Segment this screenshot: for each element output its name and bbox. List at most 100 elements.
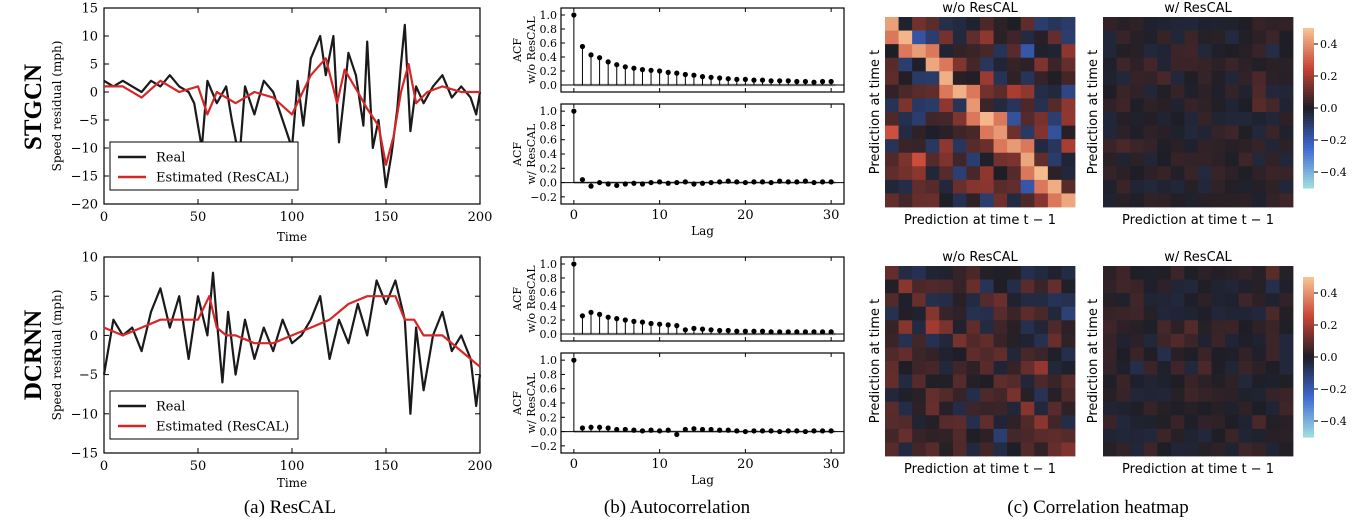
- heatmap-cell: [966, 30, 981, 45]
- acf-point: [828, 179, 834, 185]
- heatmap-cell: [1265, 266, 1280, 280]
- heatmap-cell: [952, 57, 967, 72]
- row-label-dcrnn: DCRNN: [20, 310, 47, 400]
- colorbar-segment: [1303, 124, 1314, 128]
- heatmap-cell: [993, 179, 1008, 194]
- heatmap-cell: [1047, 112, 1062, 126]
- heatmap-cell: [1047, 179, 1062, 194]
- colorbar-segment: [1303, 362, 1314, 366]
- heatmap-cell: [898, 152, 913, 167]
- heatmap-cell: [1198, 17, 1212, 31]
- heatmap-cell: [912, 71, 927, 86]
- heatmap-cell: [1265, 347, 1280, 362]
- heatmap-cell: [1061, 401, 1076, 416]
- heatmap-cell: [993, 112, 1008, 126]
- heatmap-cell: [1184, 293, 1199, 308]
- heatmap-cell: [1170, 293, 1185, 308]
- heatmap-cell: [993, 152, 1008, 167]
- heatmap-cell: [966, 361, 981, 375]
- y-tick-label: 0.0: [540, 426, 558, 439]
- heatmap-cell: [993, 266, 1008, 280]
- acf-point: [725, 427, 731, 433]
- acf-point: [674, 323, 680, 329]
- colorbar-segment: [1303, 28, 1314, 32]
- heatmap-cell: [898, 98, 913, 113]
- x-tick-label: 0: [100, 459, 108, 474]
- heatmap-cell: [1198, 266, 1212, 280]
- acf-point: [777, 329, 783, 335]
- acf-point: [657, 428, 663, 434]
- heatmap-cell: [1225, 442, 1240, 457]
- heatmap-cell: [952, 293, 967, 308]
- heatmap-cell: [1034, 125, 1049, 140]
- heatmap-cell: [912, 166, 927, 181]
- acf-point: [639, 319, 646, 325]
- heatmap-cell: [1211, 401, 1226, 416]
- heatmap-cell: [1047, 374, 1062, 389]
- heatmap-cell: [1211, 17, 1226, 31]
- heatmap-cell: [1103, 30, 1117, 45]
- heatmap-cell: [1252, 428, 1267, 443]
- heatmap-cell: [1170, 166, 1185, 181]
- heatmap-cell: [966, 320, 981, 335]
- heatmap-cell: [1143, 98, 1158, 113]
- dcrnn-heatmap-without: w/o ResCAL Prediction at time t − 1 Predic…: [868, 250, 1076, 477]
- heatmap-title: w/o ResCAL: [942, 1, 1018, 16]
- heatmap-cell: [1198, 30, 1212, 45]
- heatmap-cell: [939, 44, 954, 59]
- heatmap-cell: [1061, 179, 1076, 194]
- heatmap-cell: [1252, 279, 1267, 294]
- heatmap-cell: [1238, 347, 1253, 362]
- heatmap-cell: [993, 374, 1008, 389]
- heatmap-cell: [1103, 347, 1117, 362]
- heatmap-cell: [1225, 139, 1240, 154]
- acf-point: [665, 427, 671, 433]
- heatmap-cell: [952, 374, 967, 389]
- acf-point: [811, 179, 817, 186]
- heatmap-cell: [1170, 193, 1185, 208]
- acf-point: [717, 75, 723, 81]
- acf-point: [571, 12, 577, 18]
- heatmap-cell: [1103, 401, 1117, 416]
- heatmap-cell: [898, 17, 913, 31]
- heatmap-y-label: Prediction at time t: [1086, 299, 1101, 424]
- plot-frame: [560, 103, 845, 205]
- colorbar-segment: [1303, 343, 1314, 347]
- heatmap-cell: [1211, 98, 1226, 113]
- y-axis-label: w/o ResCAL: [525, 16, 538, 84]
- heatmap-cell: [1198, 193, 1212, 208]
- heatmap-cell: [1238, 306, 1253, 321]
- acf-point: [794, 179, 800, 185]
- heatmap-cell: [925, 98, 940, 113]
- heatmap-cell: [1143, 193, 1158, 208]
- heatmap-cell: [1238, 320, 1253, 335]
- heatmap-cell: [1225, 374, 1240, 389]
- heatmap-cell: [1061, 266, 1076, 280]
- heatmap-cell: [1211, 306, 1226, 321]
- heatmap-y-label: Prediction at time t: [868, 299, 883, 424]
- acf-point: [794, 428, 800, 434]
- heatmap-cell: [1238, 442, 1253, 457]
- heatmap-cell: [993, 193, 1008, 208]
- colorbar-segment: [1303, 317, 1314, 321]
- heatmap-cell: [1265, 98, 1280, 113]
- acf-point: [811, 329, 817, 335]
- heatmap-cell: [980, 279, 994, 294]
- colorbar-segment: [1303, 76, 1314, 80]
- heatmap-cell: [1170, 320, 1185, 335]
- colorbar-segment: [1303, 57, 1314, 61]
- heatmap-cell: [993, 44, 1008, 59]
- colorbar-segment: [1303, 46, 1314, 50]
- colorbar-segment: [1303, 290, 1314, 294]
- y-tick-label: 1.0: [540, 9, 558, 22]
- colorbar-segment: [1303, 357, 1314, 361]
- heatmap-cell: [966, 442, 981, 457]
- y-tick-label: 0.8: [540, 23, 558, 36]
- heatmap-cell: [1184, 139, 1199, 154]
- acf-point: [828, 329, 834, 335]
- heatmap-cell: [1007, 306, 1022, 321]
- heatmap-cell: [1157, 442, 1172, 457]
- heatmap-cell: [939, 415, 954, 430]
- heatmap-cell: [1157, 415, 1172, 430]
- heatmap-cell: [1034, 98, 1049, 113]
